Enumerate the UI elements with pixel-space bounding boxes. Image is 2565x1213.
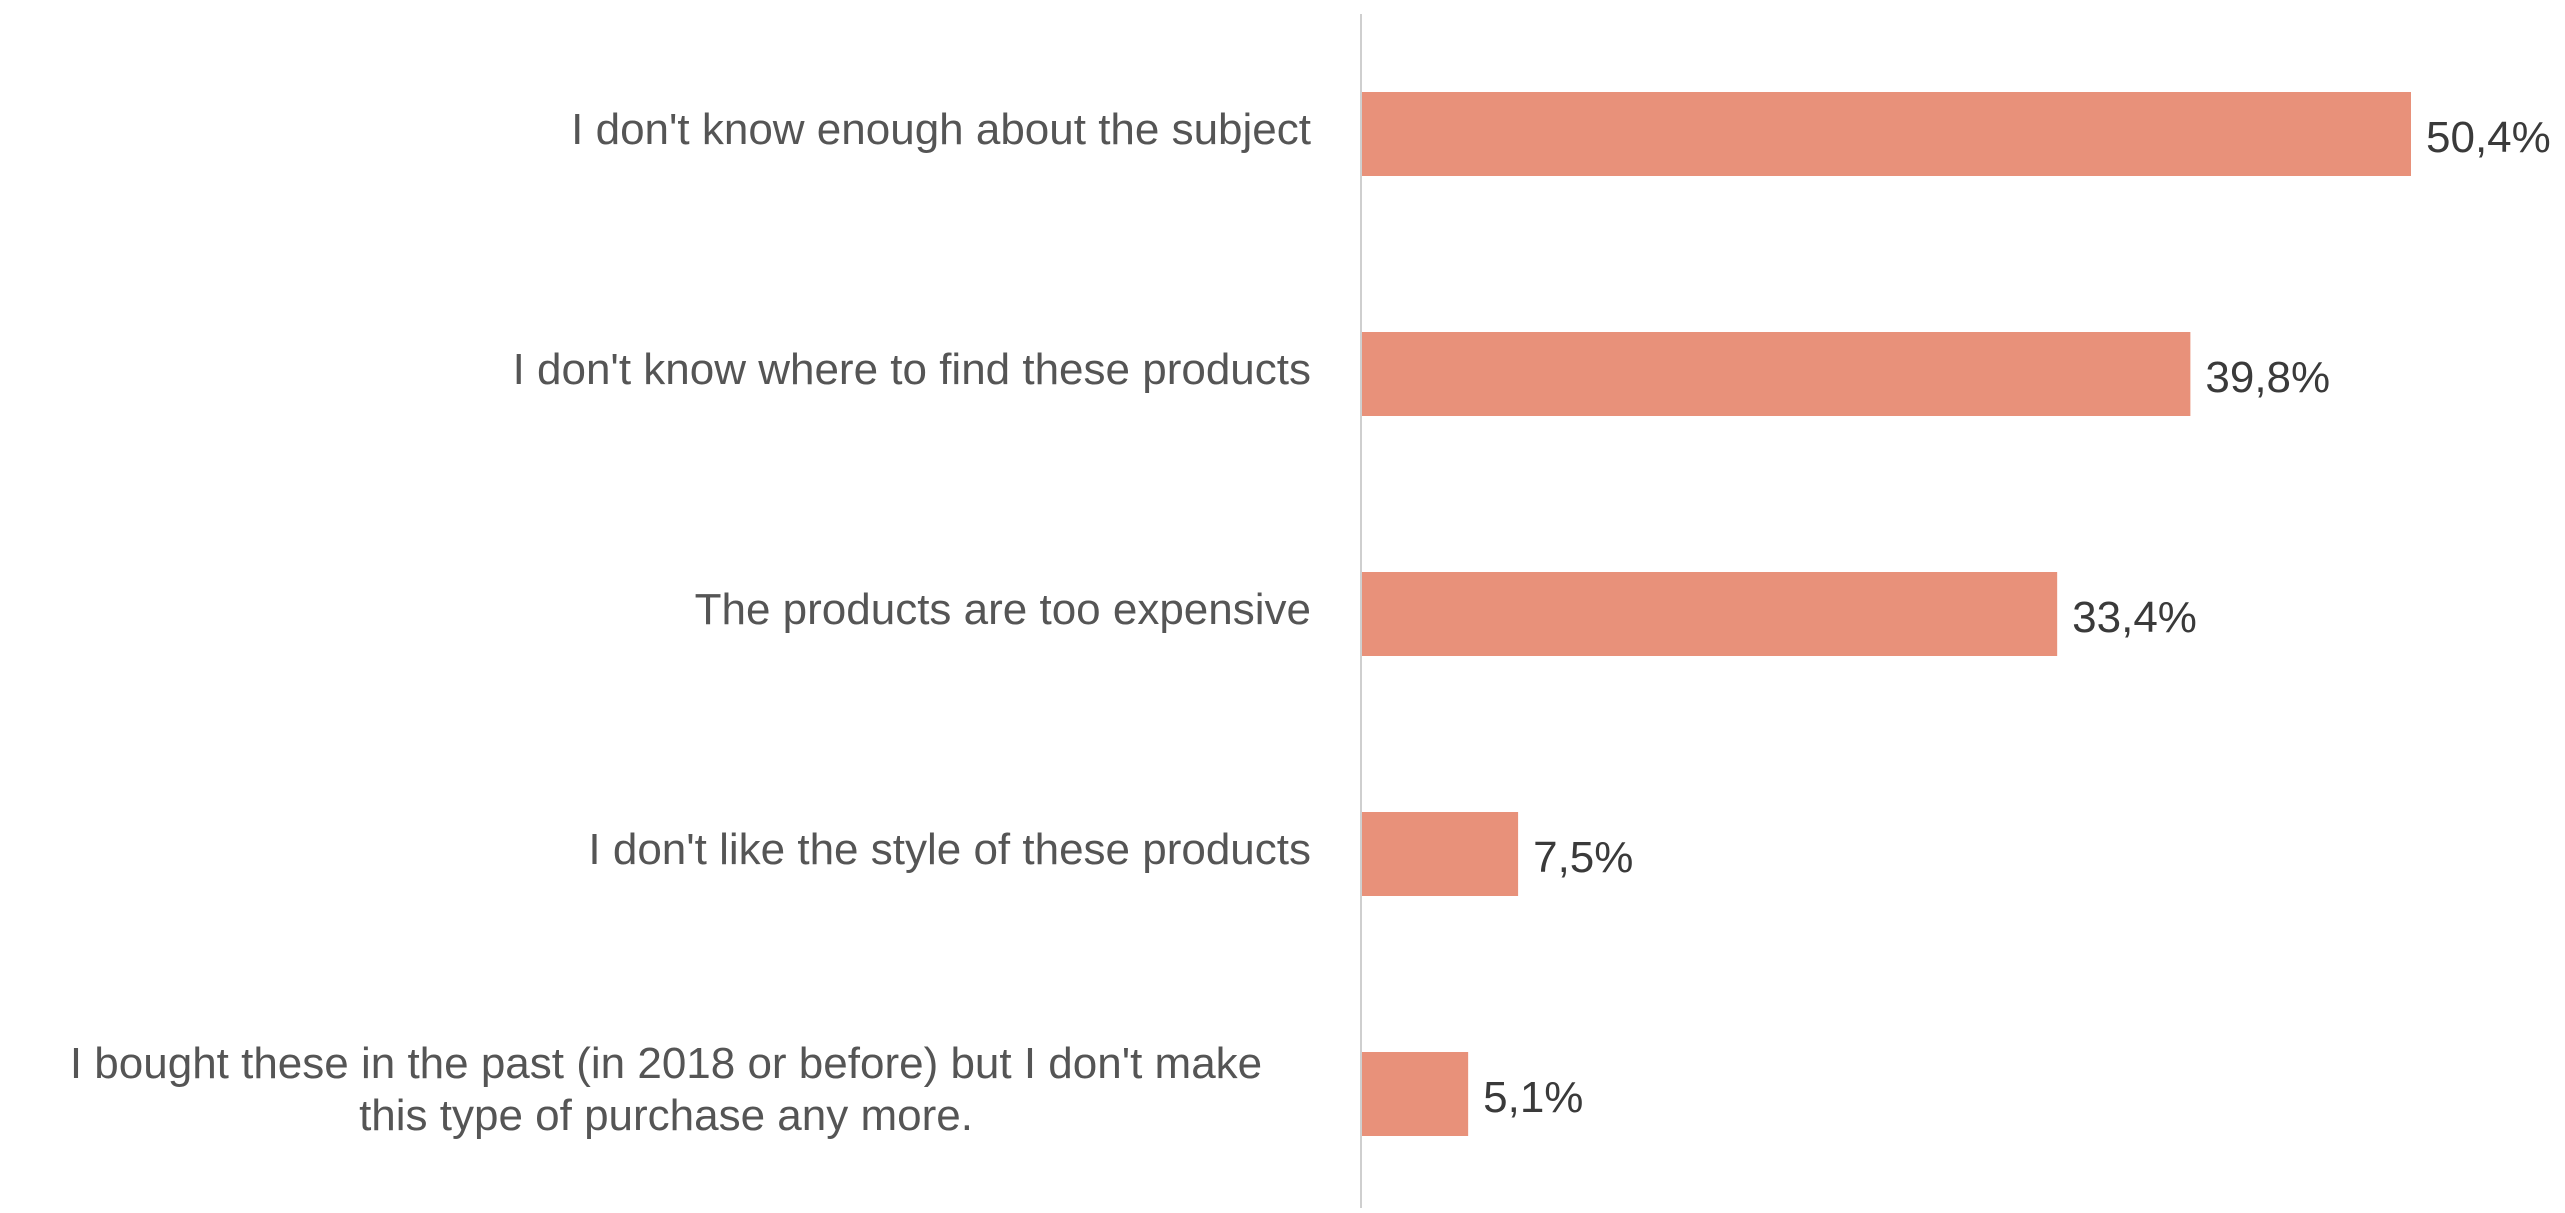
category-label-5: I bought these in the past (in 2018 or b… [69, 1039, 1263, 1140]
value-label-3: 33,4% [2072, 593, 2197, 642]
category-label-1: I don't know enough about the subject [571, 105, 1311, 154]
bars-group [1362, 92, 2411, 1136]
value-label-2: 39,8% [2205, 353, 2331, 402]
bar-4 [1362, 812, 1519, 896]
bar-2 [1362, 332, 2191, 416]
bar-1 [1362, 92, 2411, 176]
value-label-5: 5,1% [1483, 1073, 1584, 1122]
category-label-3: The products are too expensive [694, 585, 1311, 634]
value-label-4: 7,5% [1533, 833, 1634, 882]
category-label-4: I don't like the style of these products [588, 825, 1311, 874]
bar-3 [1362, 572, 2058, 656]
bar-5 [1362, 1052, 1469, 1136]
value-label-1: 50,4% [2426, 113, 2551, 162]
category-label-2: I don't know where to find these product… [512, 345, 1311, 394]
